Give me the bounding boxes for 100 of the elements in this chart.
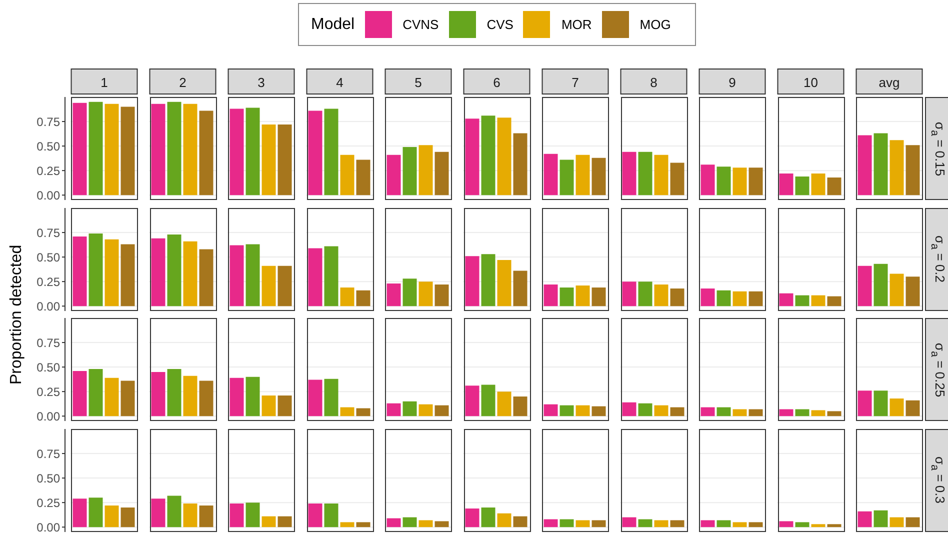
- bar: [482, 506, 496, 527]
- bar: [576, 405, 590, 416]
- bar: [560, 286, 574, 306]
- bar: [670, 407, 684, 416]
- x-tick-label: 8: [650, 75, 658, 90]
- bar: [324, 503, 338, 527]
- bar: [403, 516, 417, 527]
- bar: [230, 108, 244, 196]
- bar: [749, 168, 763, 196]
- bar: [812, 524, 826, 527]
- bar: [560, 518, 574, 527]
- bar: [387, 154, 401, 196]
- bar: [780, 409, 794, 416]
- x-tick-label: 9: [728, 75, 736, 90]
- bar: [890, 140, 904, 196]
- bar: [638, 403, 652, 416]
- bar: [308, 248, 322, 306]
- bar: [638, 518, 652, 527]
- y-tick-label: 0.25: [36, 384, 61, 399]
- legend-label: CVNS: [402, 17, 439, 32]
- bar: [262, 516, 276, 527]
- bar: [482, 384, 496, 416]
- y-tick-label: 0.25: [36, 495, 61, 510]
- bar: [403, 278, 417, 306]
- bar: [874, 390, 888, 416]
- bar: [105, 104, 119, 196]
- bar: [356, 408, 370, 416]
- y-tick-label: 0.25: [36, 274, 61, 288]
- bar: [184, 104, 198, 196]
- bar: [654, 520, 668, 527]
- bar: [105, 378, 119, 416]
- legend-title: Model: [311, 16, 355, 34]
- bar: [906, 276, 920, 306]
- bar: [733, 290, 747, 306]
- bar: [308, 380, 322, 416]
- bar: [200, 380, 214, 416]
- bar: [670, 162, 684, 196]
- bar: [828, 177, 842, 196]
- x-tick-label: 1: [100, 75, 108, 90]
- bar: [435, 405, 449, 416]
- bar: [262, 124, 276, 196]
- bar: [796, 176, 810, 196]
- bar: [246, 108, 260, 196]
- bar: [152, 104, 166, 196]
- bar: [560, 160, 574, 196]
- bar: [89, 102, 103, 196]
- bar: [168, 234, 182, 306]
- bar: [858, 510, 872, 527]
- bar: [105, 505, 119, 527]
- bar: [654, 154, 668, 196]
- y-tick-label: 0.75: [36, 336, 61, 350]
- bar: [812, 410, 826, 416]
- bar: [592, 286, 606, 306]
- bar: [466, 256, 480, 306]
- bar: [654, 284, 668, 306]
- bar: [780, 292, 794, 306]
- bar: [622, 516, 636, 527]
- bar: [544, 518, 558, 527]
- bar: [387, 518, 401, 527]
- bar: [796, 522, 810, 527]
- bar: [749, 409, 763, 416]
- bar: [733, 168, 747, 196]
- bar: [419, 281, 433, 306]
- bar: [592, 406, 606, 416]
- bar: [89, 233, 103, 306]
- bar: [230, 378, 244, 416]
- bar: [73, 370, 87, 416]
- x-tick-label: 5: [414, 75, 422, 90]
- bar: [324, 246, 338, 306]
- bar: [498, 118, 512, 196]
- bar: [498, 392, 512, 416]
- bar: [749, 290, 763, 306]
- bar: [89, 369, 103, 416]
- y-tick-label: 0.50: [36, 139, 61, 154]
- bar: [419, 145, 433, 196]
- bar: [356, 160, 370, 196]
- bar: [544, 154, 558, 196]
- bar: [278, 265, 292, 306]
- bar: [890, 273, 904, 306]
- bar: [906, 516, 920, 527]
- bar: [184, 503, 198, 527]
- bar: [701, 164, 715, 196]
- bar: [152, 238, 166, 306]
- y-tick-label: 0.25: [36, 164, 61, 178]
- bar: [906, 145, 920, 196]
- y-tick-label: 0.00: [36, 188, 61, 202]
- bar: [340, 522, 354, 527]
- y-tick-label: 0.75: [36, 446, 61, 460]
- x-tick-label: 10: [804, 75, 818, 90]
- bar: [514, 133, 528, 196]
- bar: [278, 516, 292, 527]
- bar: [544, 284, 558, 306]
- bar: [105, 238, 119, 306]
- bar: [717, 407, 731, 416]
- bar: [403, 401, 417, 416]
- bar: [308, 503, 322, 527]
- bar: [246, 502, 260, 527]
- y-tick-label: 0.50: [36, 250, 61, 264]
- bar: [514, 270, 528, 306]
- bar: [184, 376, 198, 416]
